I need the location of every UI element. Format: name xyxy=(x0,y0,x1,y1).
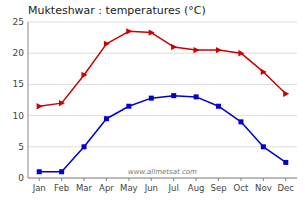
x-tick-label: Jul xyxy=(168,183,179,193)
grid-line xyxy=(28,146,297,147)
marker xyxy=(171,44,177,50)
x-tick xyxy=(84,178,85,181)
marker xyxy=(283,160,288,165)
x-tick xyxy=(39,178,40,181)
y-tick-label: 5 xyxy=(18,142,24,152)
marker xyxy=(194,47,200,53)
x-tick-label: May xyxy=(120,183,138,193)
marker xyxy=(171,93,176,98)
marker xyxy=(126,28,132,34)
marker xyxy=(261,144,266,149)
marker xyxy=(37,103,43,109)
marker xyxy=(194,94,199,99)
marker xyxy=(283,91,289,97)
y-tick-label: 0 xyxy=(18,173,24,183)
marker xyxy=(81,72,87,78)
chart-svg: 0 5 10 15 20 25 Jan Feb Mar Apr May Jun Jul Aug Sep Oct… xyxy=(0,0,305,200)
marker xyxy=(238,50,244,56)
y-tick-label: 10 xyxy=(13,111,25,121)
x-tick xyxy=(196,178,197,181)
x-tick-label: Dec xyxy=(278,183,295,193)
x-tick xyxy=(106,178,107,181)
marker xyxy=(59,100,65,106)
x-tick-label: Jan xyxy=(32,183,46,193)
x-axis-line xyxy=(28,178,297,179)
x-tick-label: Feb xyxy=(54,183,69,193)
chart-container: 0 5 10 15 20 25 Jan Feb Mar Apr May Jun Jul Aug Sep Oct… xyxy=(0,0,305,200)
x-tick xyxy=(285,178,286,181)
x-tick-label: Mar xyxy=(76,183,93,193)
series-line xyxy=(39,96,286,172)
marker xyxy=(149,96,154,101)
x-tick-label: Nov xyxy=(255,183,272,193)
grid-line xyxy=(28,53,297,54)
marker xyxy=(261,69,267,75)
x-tick-label: Sep xyxy=(211,183,227,193)
marker xyxy=(104,116,109,121)
x-tick xyxy=(61,178,62,181)
marker xyxy=(59,169,64,174)
grid-line xyxy=(28,84,297,85)
x-tick xyxy=(128,178,129,181)
y-axis: 0 5 10 15 20 25 xyxy=(13,17,297,183)
x-tick-label: Oct xyxy=(234,183,249,193)
y-tick-label: 15 xyxy=(13,79,24,89)
x-tick xyxy=(240,178,241,181)
y-tick-label: 20 xyxy=(13,48,25,58)
marker xyxy=(104,41,110,47)
x-tick-label: Aug xyxy=(188,183,205,193)
grid-line xyxy=(28,115,297,116)
x-tick xyxy=(218,178,219,181)
grid-line xyxy=(28,22,297,23)
y-tick-label: 25 xyxy=(13,17,24,27)
marker xyxy=(126,104,131,109)
watermark: www.allmetsat.com xyxy=(128,168,197,176)
y-axis-line xyxy=(28,22,29,178)
marker xyxy=(216,47,222,53)
x-tick xyxy=(263,178,264,181)
marker xyxy=(37,169,42,174)
x-tick-label: Apr xyxy=(99,183,114,193)
marker xyxy=(216,104,221,109)
x-tick xyxy=(151,178,152,181)
marker xyxy=(238,119,243,124)
title: Mukteshwar : temperatures (°C) xyxy=(28,4,206,17)
grid-line xyxy=(28,178,297,179)
marker xyxy=(82,144,87,149)
x-tick-label: Jun xyxy=(144,183,158,193)
x-tick xyxy=(173,178,174,181)
x-axis: Jan Feb Mar Apr May Jun Jul Aug Sep Oct Nov Dec xyxy=(32,178,295,193)
plot-area xyxy=(37,28,290,174)
series-line xyxy=(39,31,286,106)
marker xyxy=(149,29,155,35)
